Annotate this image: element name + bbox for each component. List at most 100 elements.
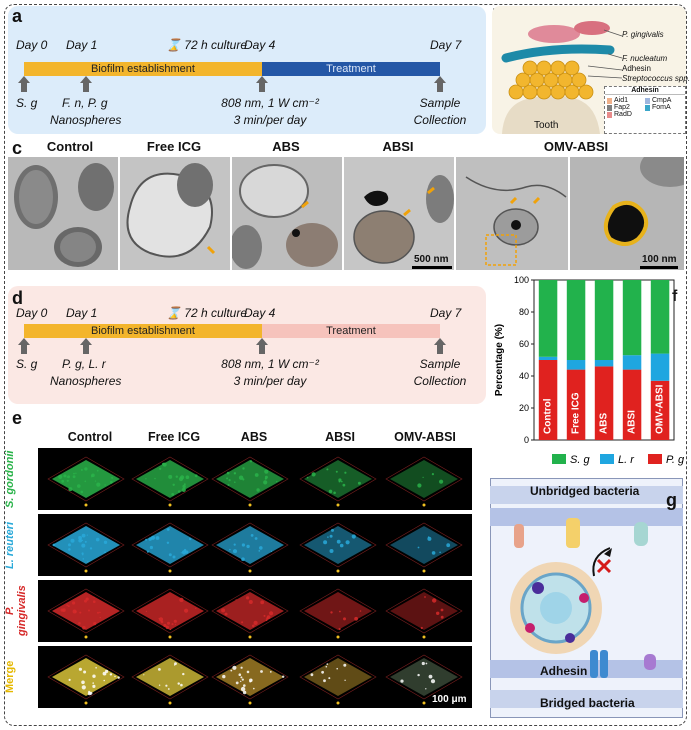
confocal-diamond (47, 522, 125, 573)
tem-image-control (8, 157, 118, 270)
culture-label: ⌛ 72 h culture (166, 38, 248, 52)
category-label: OMV-ABSI (655, 384, 666, 434)
bar-segment (538, 360, 558, 440)
treatment-bar: Treatment (262, 62, 440, 76)
bridged-label: Bridged bacteria (540, 696, 635, 710)
d-pg-lr-label: P. g, L. r (62, 357, 106, 371)
tem-scale-500nm: 500 nm (414, 254, 449, 265)
e-col-omv-absi: OMV-ABSI (394, 430, 456, 444)
d-sg-label: S. g (16, 357, 38, 371)
confocal-diamond (211, 456, 289, 507)
legend-label: L. r (618, 454, 635, 466)
panel-label-g: g (666, 490, 677, 510)
tooth-annotation: Tooth (534, 120, 559, 131)
bar-segment (538, 280, 558, 357)
d-hourglass-icon: ⌛ (166, 306, 181, 320)
y-tick-label: 40 (519, 371, 529, 381)
adhesin-legend-title: Adhesin (605, 87, 685, 95)
legend-swatch (552, 454, 566, 464)
tem-image-free-icg (120, 157, 230, 270)
confocal-diamond (47, 588, 125, 639)
hourglass-icon: ⌛ (166, 38, 181, 52)
confocal-diamond-grid (47, 456, 463, 705)
e-row-label-lr: L. reuteri (4, 521, 16, 569)
tem-zoom-omv-absi (570, 157, 684, 270)
legend-label: S. g (570, 454, 590, 466)
d-day7-label: Day 7 (430, 306, 462, 320)
tem-title-free-icg: Free ICG (146, 139, 202, 154)
streptococcus-cluster (508, 60, 594, 100)
figure-frame (4, 4, 687, 726)
adhesin-annotation: Adhesin (622, 64, 651, 73)
bar-segment (594, 366, 614, 440)
collection-label: Collection (413, 113, 467, 127)
bar-segment (594, 280, 614, 360)
adhesin-legend-item: Fap2 (607, 104, 645, 111)
confocal-diamond (299, 654, 377, 705)
adhesin-legend: Adhesin Aid1 CmpA Fap2 FomA RadD (604, 86, 686, 134)
confocal-diamond (299, 456, 377, 507)
day0-label: Day 0 (16, 38, 48, 52)
e-scale-label: 100 μm (432, 694, 467, 705)
stacked-percentage-chart: 0 20 40 60 80 100 Percentage (%) Control Free IC… (494, 275, 685, 466)
confocal-diamond (131, 588, 209, 639)
e-col-absi: ABSI (325, 430, 355, 444)
p-gingivalis-cell (528, 25, 580, 43)
legend-label: P. g (666, 454, 685, 466)
confocal-diamond (385, 456, 463, 507)
y-tick-label: 100 (514, 275, 529, 285)
laser-label: 808 nm, 1 W cm⁻² (221, 96, 319, 110)
confocal-diamond (299, 588, 377, 639)
confocal-diamond (47, 654, 125, 705)
biofilm-bar: Biofilm establishment (24, 62, 262, 76)
confocal-diamond (131, 456, 209, 507)
fn-pg-label: F. n, P. g (62, 96, 108, 110)
adhesin-swatch (607, 97, 612, 104)
d-treatment-bar: Treatment (262, 324, 440, 338)
e-col-abs: ABS (240, 430, 268, 444)
y-axis-label: Percentage (%) (494, 324, 505, 396)
category-label: Control (543, 398, 554, 434)
tem-scale-bar-2 (640, 266, 678, 269)
tooth-shape (502, 95, 600, 134)
adhesin-g-label: Adhesin (540, 664, 588, 678)
d-biofilm-bar: Biofilm establishment (24, 324, 262, 338)
bar-segment (594, 360, 614, 367)
adhesin-swatch (645, 97, 650, 104)
bar-segment (650, 380, 670, 440)
tem-title-omv-absi: OMV-ABSI (543, 139, 609, 154)
panel-label-d: d (12, 288, 23, 308)
tem-image-omv-absi (456, 157, 568, 270)
confocal-diamond (131, 654, 209, 705)
bar-segment (566, 369, 586, 440)
adhesin-legend-item: CmpA (645, 97, 683, 104)
sg-label: S. g (16, 96, 38, 110)
d-sample-label: Sample (419, 357, 461, 371)
nanospheres-label: Nanospheres (50, 113, 122, 127)
e-row-label-pg: P. gingivalis (4, 585, 28, 637)
sample-label: Sample (419, 96, 461, 110)
e-col-control: Control (67, 430, 113, 444)
confocal-diamond (211, 588, 289, 639)
day7-arrow-icon (434, 76, 446, 92)
d-day7-arrow-icon (434, 338, 446, 354)
y-tick-label: 60 (519, 339, 529, 349)
tem-scale-bar-1 (412, 266, 452, 269)
day4-label: Day 4 (244, 38, 276, 52)
category-label: Free ICG (571, 392, 582, 434)
y-tick-label: 20 (519, 403, 529, 413)
d-laser-label: 808 nm, 1 W cm⁻² (221, 357, 319, 371)
d-culture-label: ⌛ 72 h culture (166, 306, 248, 320)
category-label: ABS (599, 413, 610, 434)
e-row-label-sg: S. gordonii (4, 450, 16, 508)
bar-segment (622, 355, 642, 370)
f-nucleatum-rod (501, 44, 615, 63)
d-collection-label: Collection (413, 374, 467, 388)
d-day0-arrow-icon (18, 338, 30, 354)
adhesin-swatch (607, 111, 612, 118)
bar-segment (622, 280, 642, 356)
panel-label-f: f (672, 288, 678, 305)
d-day0-label: Day 0 (16, 306, 48, 320)
day1-label: Day 1 (66, 38, 98, 52)
bar-segment (566, 280, 586, 360)
